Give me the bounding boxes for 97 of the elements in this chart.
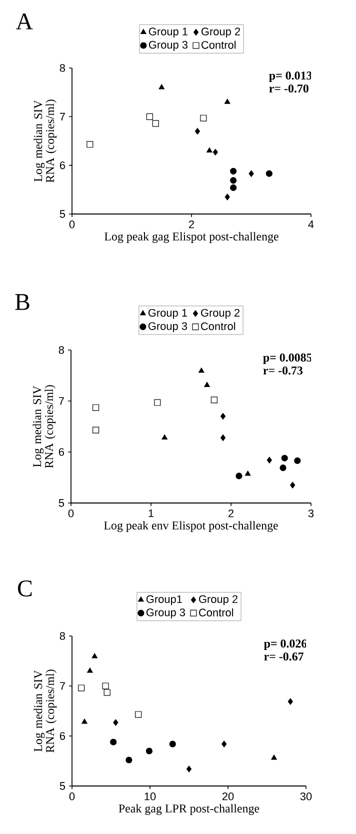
x-tick-label: 0 [69,792,75,800]
point [222,740,227,748]
y-axis-title: Log median SIV RNA (copies/ml) [32,385,56,468]
legend-label: Control [202,40,236,49]
legend-label: Group 1 [148,28,188,38]
point [220,434,226,441]
y-tick-label: 5 [60,210,66,218]
point [230,184,237,191]
point [186,766,192,772]
point [92,653,98,658]
legend-label: Group 3 [148,322,188,332]
y-tick-label: 7 [60,682,65,690]
y-tick-label: 7 [60,112,65,120]
point [220,413,226,420]
x-axis-title: Log peak gag Elispot post-challenge [104,232,278,243]
point [169,740,176,748]
point [230,168,237,174]
point [162,434,168,440]
point [290,482,296,488]
y-tick-label: 8 [60,632,66,640]
annotation: p= 0.013 [269,72,312,82]
y-tick-label: 6 [60,161,66,170]
point [200,114,207,122]
x-axis-title: Peak gag LPR post-challenge [118,804,260,815]
point [92,404,100,411]
point [210,396,218,404]
legend-label: Group 1 [148,308,187,319]
point [236,472,242,480]
point [154,399,161,406]
legend-label: Control [199,608,234,616]
point [110,738,117,746]
point [288,698,293,705]
point [82,718,88,724]
point [230,177,237,184]
point [244,470,251,476]
x-tick-label: 3 [308,510,314,518]
chart-title: C [18,580,32,596]
point [294,457,301,464]
point [194,128,200,135]
x-tick-label: 30 [300,792,312,800]
y-tick-label: 5 [58,499,64,507]
y-tick-label: 6 [58,448,64,456]
point [104,689,110,696]
chart-title: B [15,294,30,310]
x-axis-title: Log peak env Elispot post-challenge [104,521,278,532]
point [248,170,254,177]
point [158,84,165,90]
annotation: r= -0.73 [263,366,303,375]
annotation: p= 0.026 [264,640,307,650]
y-tick-label: 8 [58,346,64,354]
x-tick-label: 4 [308,220,314,228]
point [113,719,118,726]
point [146,748,153,754]
legend-label: Control [201,322,236,330]
legend-label: Group 2 [202,28,240,38]
point [281,454,288,462]
point [224,98,230,104]
y-axis-title: Log median SIV RNA (copies/ml) [34,100,57,182]
point [78,684,85,692]
y-tick-label: 7 [58,397,64,405]
point [102,682,109,690]
y-tick-label: 8 [60,64,66,72]
x-tick-label: 2 [189,220,194,228]
point [206,147,212,153]
y-axis-title: Log median SIV RNA (copies/ml) [34,670,57,752]
point [86,141,94,148]
point [126,756,132,764]
point [266,456,272,464]
legend-label: Group 2 [199,595,238,606]
point [152,120,159,127]
y-tick-label: 5 [60,782,66,790]
annotation: r= -0.67 [264,652,304,661]
x-tick-label: 20 [222,792,234,800]
point [135,711,142,718]
point [87,668,93,673]
y-tick-label: 6 [60,732,66,740]
point [212,148,218,156]
point [280,464,286,472]
legend-label: Group 3 [146,608,186,618]
point [271,754,277,760]
point [198,368,204,373]
x-tick-label: 0 [69,220,75,228]
legend-label: Group 3 [148,40,188,51]
point [92,426,100,434]
chart-title: A [16,14,33,30]
legend-label: Group 2 [201,308,240,319]
annotation: p= 0.0085 [263,354,312,364]
x-tick-label: 2 [228,510,234,518]
legend-label: Group1 [146,595,182,606]
point [266,170,272,177]
point [224,194,230,200]
x-tick-label: 0 [68,510,74,518]
annotation: r= -0.70 [269,84,308,93]
x-tick-label: 1 [148,510,154,518]
x-tick-label: 10 [144,792,156,800]
point [204,382,210,387]
point [146,113,153,120]
